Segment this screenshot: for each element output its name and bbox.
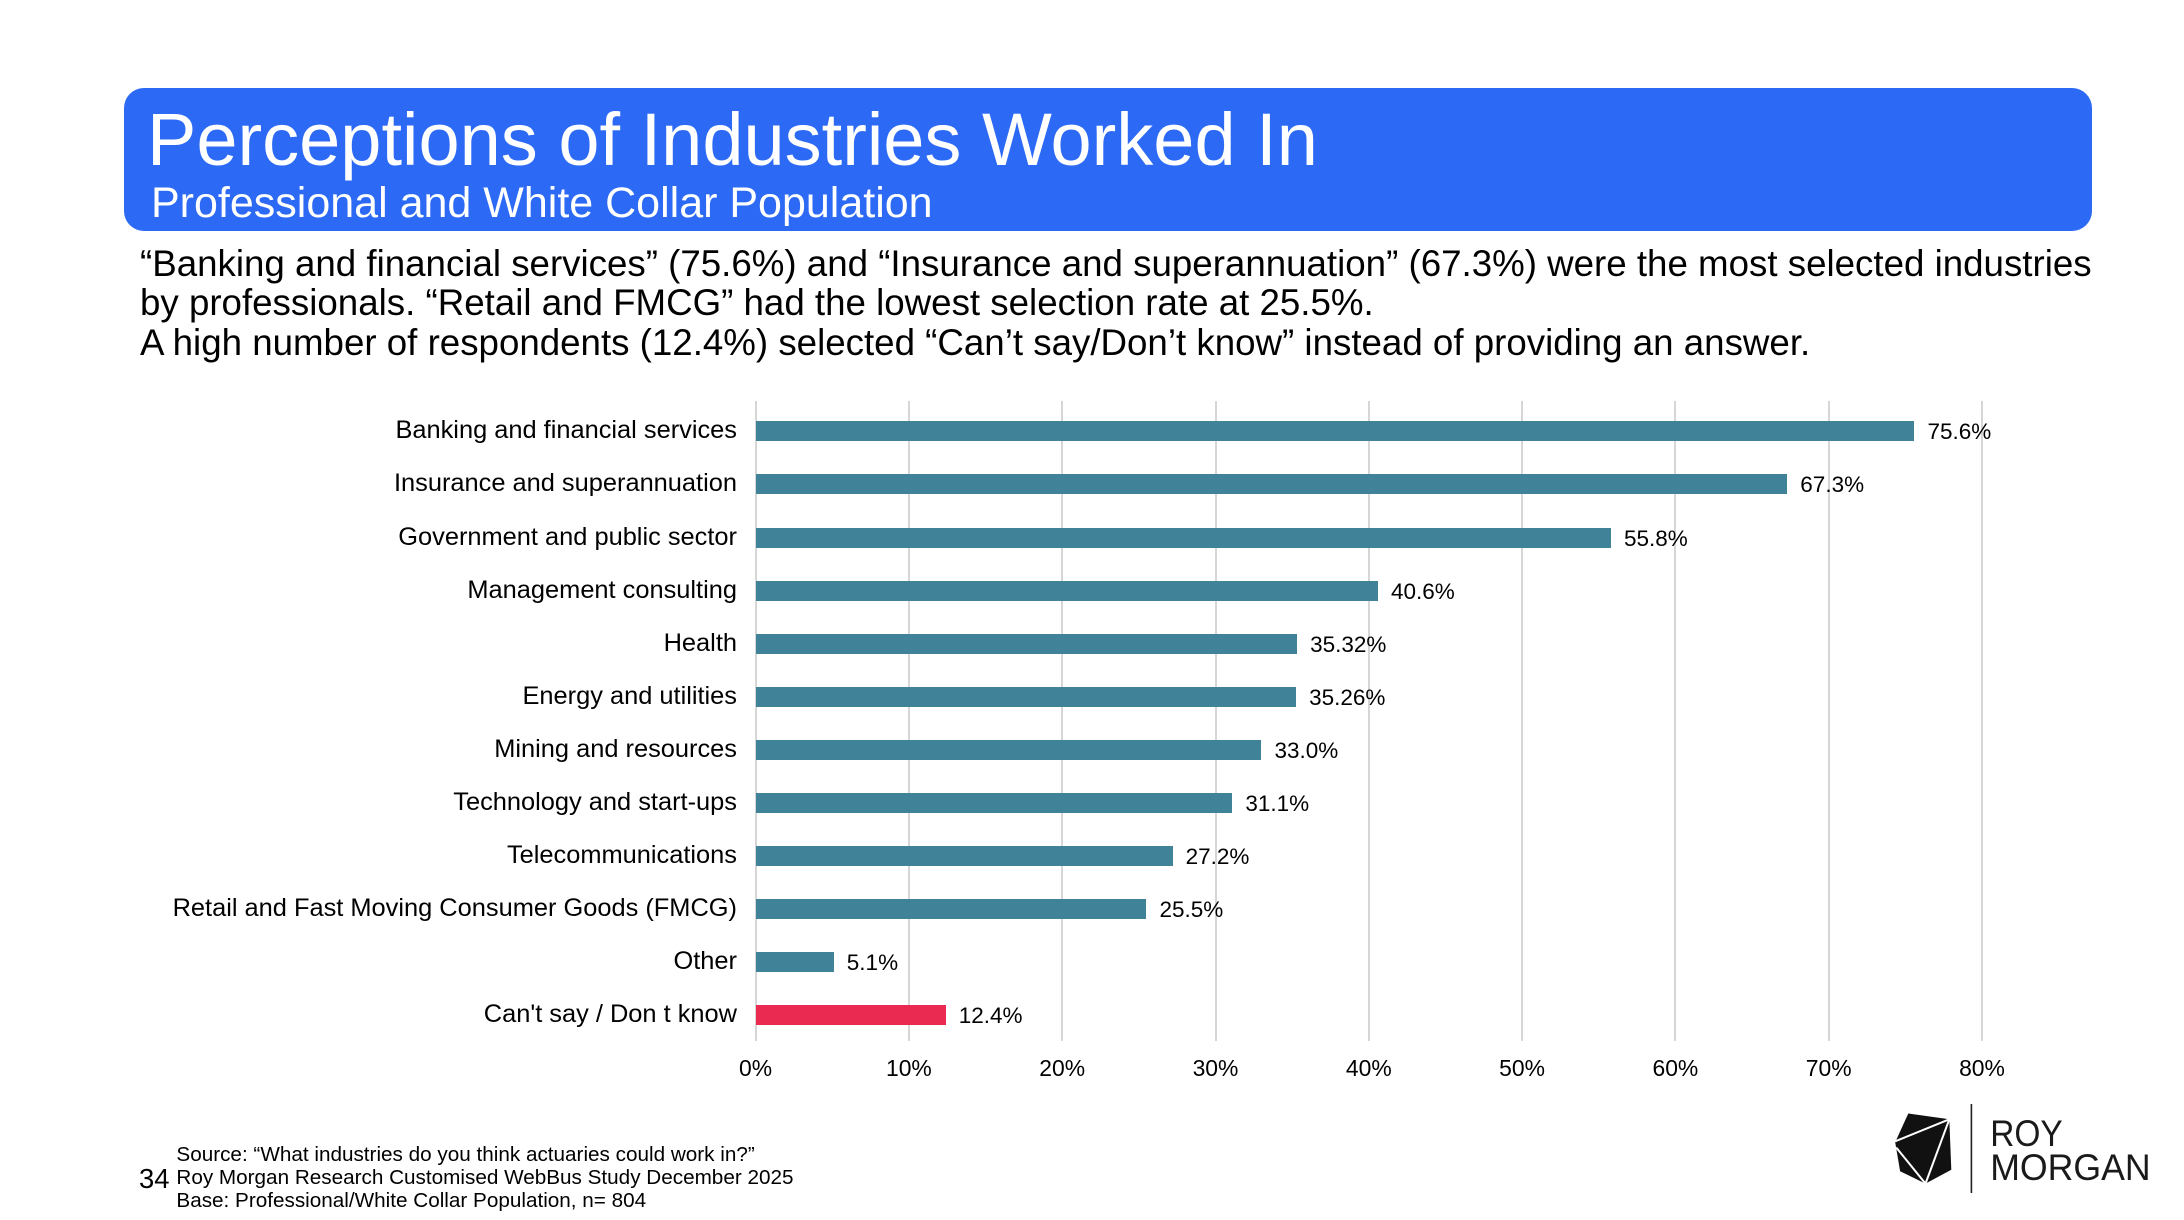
svg-text:MORGAN: MORGAN xyxy=(1990,1147,2151,1188)
svg-text:ROY: ROY xyxy=(1990,1113,2063,1154)
